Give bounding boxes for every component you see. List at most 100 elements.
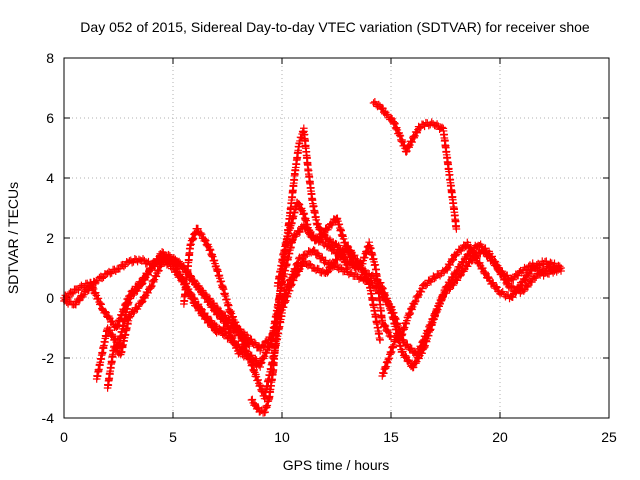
data-point bbox=[445, 285, 454, 294]
data-point bbox=[319, 229, 328, 238]
data-point bbox=[144, 289, 152, 297]
data-point bbox=[256, 346, 264, 355]
data-point bbox=[297, 205, 305, 214]
data-point bbox=[97, 300, 105, 309]
data-point bbox=[484, 273, 493, 281]
series-sat-h bbox=[278, 242, 384, 344]
data-point bbox=[442, 289, 451, 297]
y-tick-label: -2 bbox=[42, 350, 55, 366]
data-point bbox=[262, 349, 271, 357]
data-point bbox=[151, 272, 160, 280]
data-point bbox=[417, 288, 426, 296]
data-point bbox=[233, 343, 241, 352]
data-point bbox=[64, 293, 72, 301]
data-point bbox=[498, 287, 507, 296]
data-point bbox=[446, 284, 455, 292]
data-point bbox=[481, 268, 490, 277]
data-point bbox=[407, 137, 416, 146]
data-point bbox=[315, 234, 324, 242]
data-point bbox=[336, 263, 344, 272]
data-point bbox=[386, 332, 395, 340]
data-point bbox=[152, 272, 161, 281]
data-point bbox=[94, 277, 102, 285]
data-point bbox=[333, 255, 342, 264]
data-point bbox=[456, 272, 464, 280]
data-point bbox=[196, 305, 205, 314]
data-point bbox=[260, 342, 269, 350]
data-point bbox=[158, 248, 166, 256]
data-point bbox=[546, 258, 555, 267]
data-point bbox=[380, 292, 389, 301]
series-sat-j bbox=[378, 238, 565, 380]
data-point bbox=[148, 282, 156, 290]
data-point bbox=[188, 294, 197, 303]
data-point bbox=[388, 115, 396, 123]
data-point bbox=[479, 264, 487, 272]
data-point bbox=[394, 334, 403, 343]
data-point bbox=[418, 349, 426, 358]
data-point bbox=[76, 296, 84, 304]
data-point bbox=[259, 353, 267, 362]
data-point bbox=[289, 276, 298, 285]
data-point bbox=[126, 294, 135, 303]
data-point bbox=[228, 334, 237, 342]
data-point bbox=[524, 283, 532, 291]
data-point bbox=[147, 265, 155, 273]
data-point bbox=[176, 259, 185, 268]
plot-frame bbox=[63, 57, 610, 419]
data-point bbox=[309, 246, 318, 254]
data-point bbox=[196, 229, 205, 237]
data-point bbox=[384, 298, 392, 306]
data-point bbox=[492, 282, 500, 291]
data-point bbox=[94, 294, 103, 303]
data-point bbox=[507, 282, 516, 290]
data-point bbox=[74, 286, 83, 294]
data-point bbox=[87, 278, 95, 287]
data-point bbox=[205, 317, 214, 326]
y-tick-label: 2 bbox=[46, 230, 54, 246]
data-point bbox=[334, 241, 343, 250]
series-sat-a bbox=[60, 220, 559, 372]
data-point bbox=[457, 246, 466, 255]
data-point bbox=[156, 261, 164, 269]
data-point bbox=[411, 298, 419, 306]
data-point bbox=[106, 269, 115, 278]
data-point bbox=[407, 344, 416, 353]
data-point bbox=[138, 298, 146, 307]
data-point bbox=[101, 307, 109, 316]
data-point bbox=[214, 309, 223, 318]
grid bbox=[64, 58, 609, 418]
data-point bbox=[347, 268, 356, 277]
data-point bbox=[196, 284, 205, 293]
x-tick-label: 5 bbox=[169, 429, 177, 445]
data-point bbox=[411, 297, 420, 305]
data-point bbox=[194, 224, 202, 233]
y-tick-label: 4 bbox=[46, 170, 54, 186]
data-point bbox=[358, 264, 367, 273]
data-point bbox=[433, 305, 442, 314]
data-point bbox=[436, 299, 445, 308]
data-point bbox=[201, 235, 209, 244]
data-point bbox=[449, 255, 458, 264]
x-tick-label: 25 bbox=[601, 429, 617, 445]
data-point bbox=[518, 280, 526, 289]
data-point bbox=[248, 395, 257, 404]
data-point bbox=[205, 297, 214, 306]
data-point bbox=[305, 259, 314, 268]
data-point bbox=[96, 299, 105, 308]
data-point bbox=[247, 335, 256, 344]
data-point bbox=[323, 268, 332, 277]
data-point bbox=[129, 291, 138, 299]
data-point bbox=[364, 276, 373, 285]
data-point bbox=[185, 288, 194, 297]
data-point bbox=[376, 336, 384, 344]
data-point bbox=[371, 98, 379, 106]
y-tick-label: 6 bbox=[46, 110, 54, 126]
data-point bbox=[417, 343, 425, 352]
data-point bbox=[402, 148, 411, 156]
data-point bbox=[420, 122, 429, 131]
data-point bbox=[481, 248, 490, 256]
data-point bbox=[489, 278, 497, 287]
data-point bbox=[108, 317, 117, 325]
data-point bbox=[209, 302, 217, 311]
